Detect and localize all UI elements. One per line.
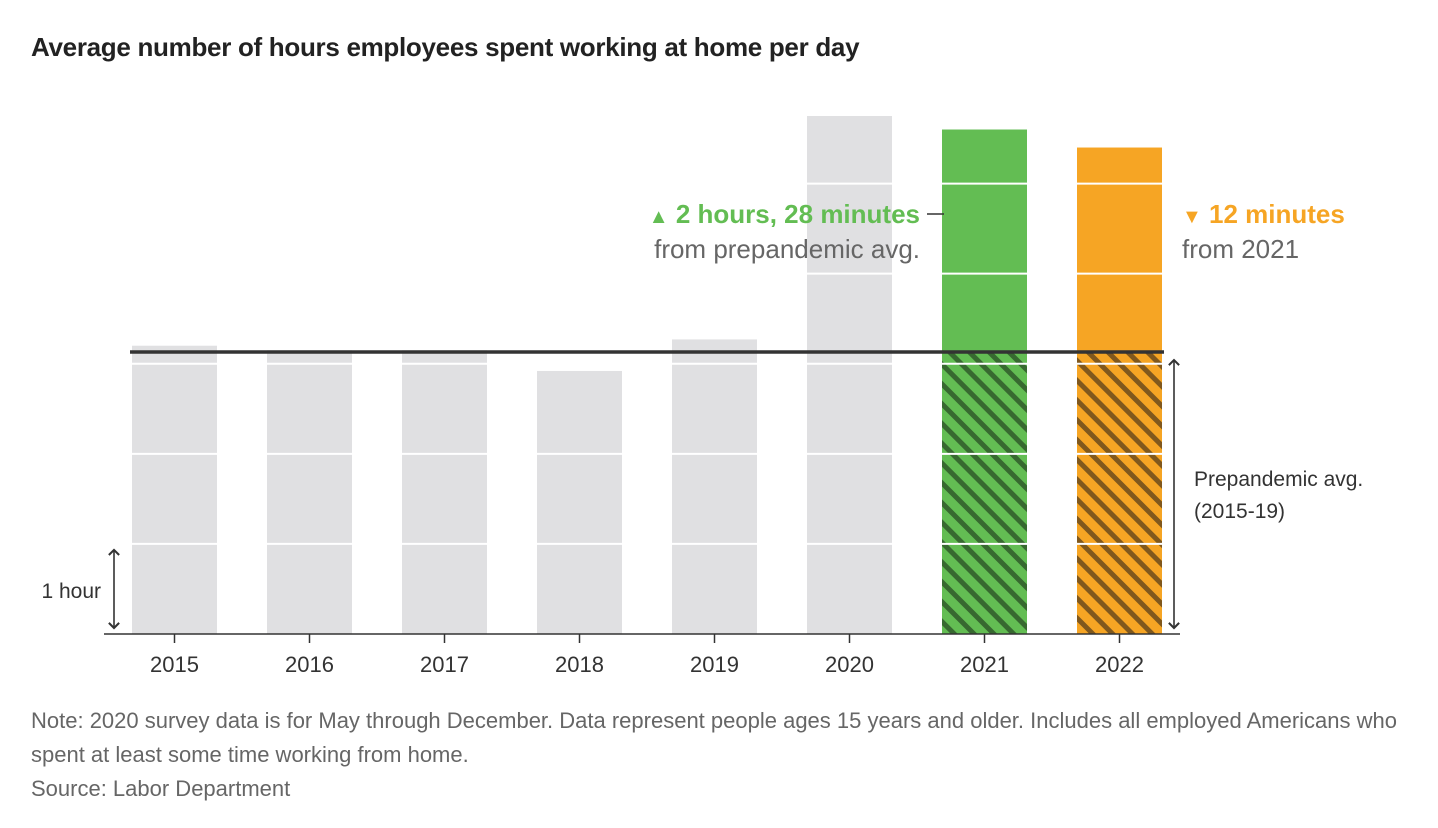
annotation-2021-sub: from prepandemic avg. (654, 234, 920, 264)
bar-2022-hatched (1077, 352, 1162, 634)
annotation-2022-sub: from 2021 (1182, 234, 1299, 264)
bar-2020 (807, 116, 892, 634)
tick-label-2016: 2016 (285, 652, 334, 677)
tick-label-2020: 2020 (825, 652, 874, 677)
bars (132, 116, 1162, 634)
tick-label-2021: 2021 (960, 652, 1009, 677)
bar-chart: Prepandemic avg. (2015-19) 1 hour 2015 2016… (41, 116, 1363, 677)
one-hour-label: 1 hour (41, 580, 101, 603)
bar-2019 (672, 339, 757, 634)
bar-2015 (132, 345, 217, 634)
prepandemic-label: Prepandemic avg. (1194, 468, 1363, 491)
source-text: Source: Labor Department (31, 776, 291, 801)
tick-label-2019: 2019 (690, 652, 739, 677)
tick-label-2017: 2017 (420, 652, 469, 677)
chart-title: Average number of hours employees spent … (31, 32, 860, 62)
bar-2021-hatched (942, 352, 1027, 634)
bar-gridlines (132, 182, 1162, 545)
bar-2018 (537, 370, 622, 634)
note-text: Note: 2020 survey data is for May throug… (31, 708, 1397, 767)
chart-note: Note: 2020 survey data is for May throug… (31, 704, 1421, 806)
tick-label-2015: 2015 (150, 652, 199, 677)
bar-2021 (942, 129, 1027, 353)
bar-2022 (1077, 147, 1162, 353)
annotation-2021-main: ▲ 2 hours, 28 minutes (649, 199, 920, 229)
annotations: ▲ 2 hours, 28 minutes from prepandemic av… (649, 199, 1345, 264)
tick-label-2022: 2022 (1095, 652, 1144, 677)
prepandemic-sublabel: (2015-19) (1194, 500, 1285, 523)
annotation-2022-main: ▼ 12 minutes (1182, 199, 1345, 229)
bar-2016 (267, 350, 352, 634)
x-axis: 2015 2016 2017 2018 2019 2020 2021 2022 (104, 633, 1180, 677)
bar-2017 (402, 350, 487, 634)
tick-label-2018: 2018 (555, 652, 604, 677)
reference-layer: Prepandemic avg. (2015-19) 1 hour (41, 350, 1363, 630)
